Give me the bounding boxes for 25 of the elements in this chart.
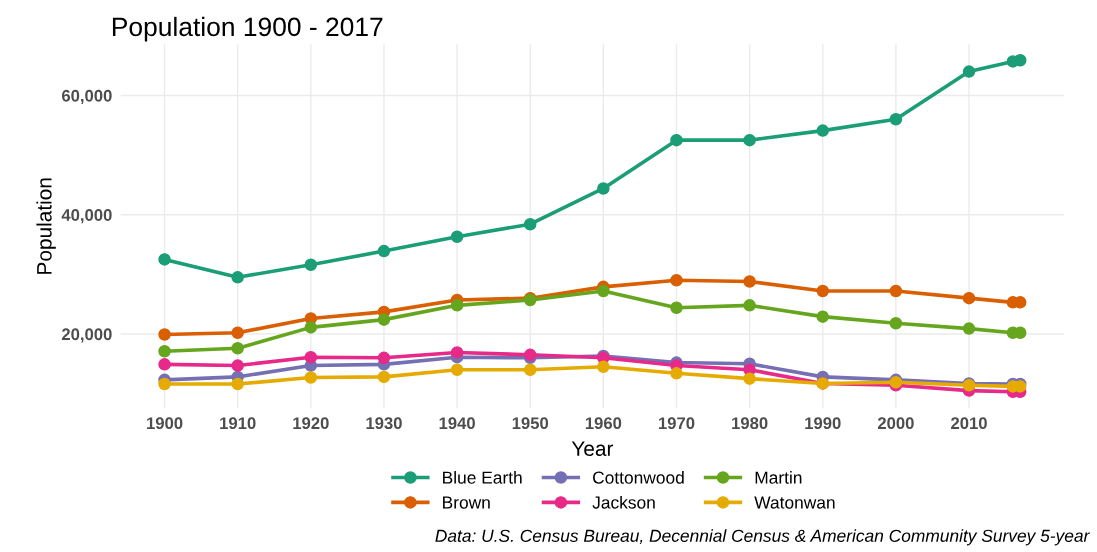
x-tick-label: 1920	[293, 417, 329, 430]
x-tick-label: 1940	[439, 417, 475, 430]
x-tick-label: 1950	[512, 417, 549, 430]
legend-label: Brown	[443, 496, 490, 509]
chart-title: Population 1900 - 2017	[112, 16, 383, 42]
legend-label: Martin	[755, 471, 802, 484]
x-axis-title: Year	[571, 441, 614, 456]
legend-label: Jackson	[592, 495, 655, 509]
x-tick-label: 1930	[366, 417, 402, 430]
x-tick-label: 1960	[585, 417, 622, 430]
legend-label: Blue Earth	[443, 471, 522, 484]
legend-label: Cottonwood	[593, 471, 684, 484]
x-tick-label: 1990	[805, 417, 841, 430]
x-tick-label: 1980	[732, 417, 768, 430]
y-axis-title: Population	[36, 178, 56, 274]
y-tick-label: 20,000	[61, 328, 112, 343]
x-tick-label: 2000	[877, 417, 914, 430]
x-tick-label: 1910	[220, 417, 256, 430]
y-tick-label: 60,000	[61, 89, 112, 105]
y-tick-label: 40,000	[61, 209, 112, 224]
x-tick-label: 1900	[147, 417, 183, 430]
text: Data: U.S. Census Bureau, Decennial Census & American Community Survey 5-year	[435, 529, 1090, 546]
x-tick-label: 1970	[659, 417, 695, 430]
x-tick-label: 2010	[951, 417, 987, 430]
legend-label: Watonwan	[754, 496, 835, 509]
